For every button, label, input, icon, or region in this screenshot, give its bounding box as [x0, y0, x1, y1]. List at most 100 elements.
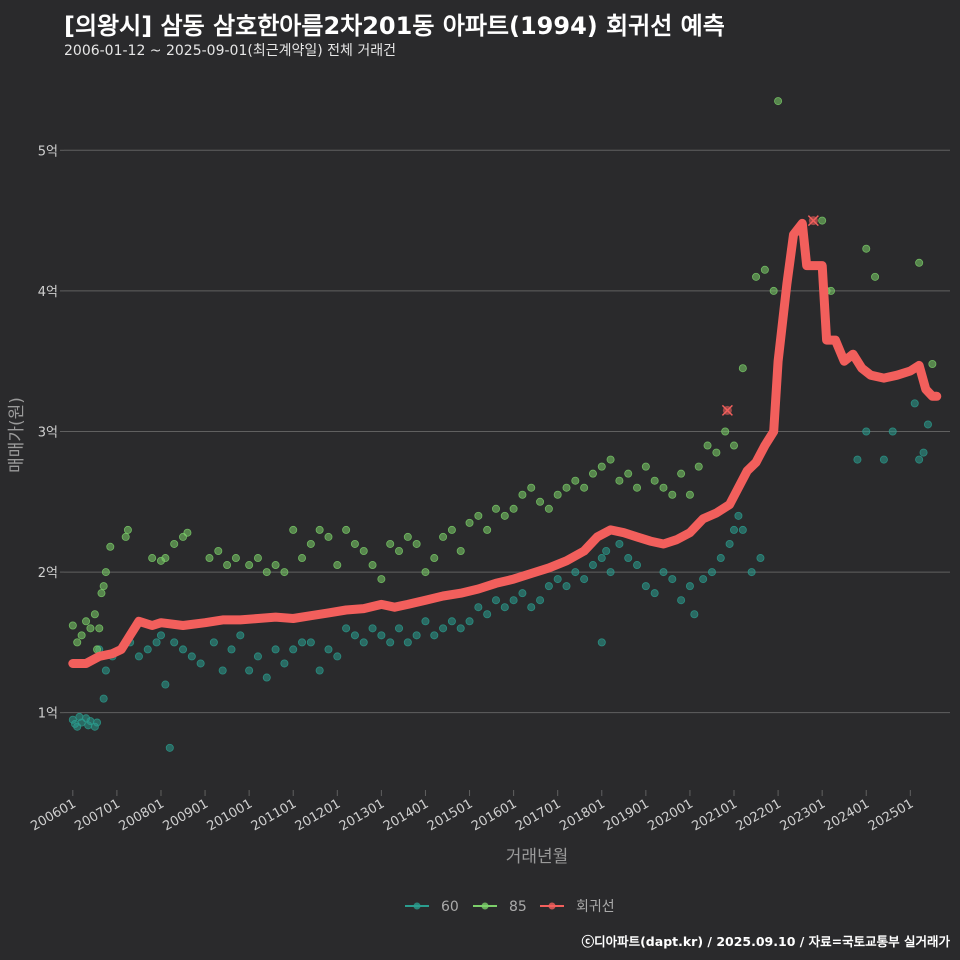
data-point-60	[298, 638, 307, 647]
data-point-60	[862, 427, 871, 436]
data-point-60	[580, 575, 589, 584]
data-point-85	[752, 272, 761, 281]
data-point-85	[915, 258, 924, 267]
data-point-85	[536, 497, 545, 506]
data-point-85	[245, 561, 254, 570]
y-tick-label: 2억	[38, 566, 58, 581]
data-point-60	[853, 455, 862, 464]
data-point-60	[152, 638, 161, 647]
x-tick-label: 201201	[293, 796, 343, 834]
x-tick-label: 201001	[205, 796, 255, 834]
data-point-85	[95, 624, 104, 633]
x-tick-label: 200701	[72, 796, 122, 834]
data-point-85	[170, 539, 179, 548]
data-point-85	[500, 511, 509, 520]
x-axis-label: 거래년월	[506, 847, 569, 867]
data-point-85	[123, 525, 132, 534]
data-point-60	[439, 624, 448, 633]
data-point-60	[707, 568, 716, 577]
data-point-60	[650, 589, 659, 598]
data-point-60	[562, 582, 571, 591]
y-axis-label: 매매가(원)	[7, 397, 27, 473]
data-point-85	[395, 546, 404, 555]
data-point-85	[624, 469, 633, 478]
data-point-85	[280, 568, 289, 577]
data-point-85	[491, 504, 500, 513]
x-tick-label: 201801	[557, 796, 607, 834]
data-point-85	[121, 532, 130, 541]
data-point-85	[606, 455, 615, 464]
data-point-85	[774, 97, 783, 106]
x-tick-label: 201601	[469, 796, 519, 834]
data-point-85	[447, 525, 456, 534]
x-tick-label: 201901	[601, 796, 651, 834]
data-point-60	[342, 624, 351, 633]
data-point-85	[350, 539, 359, 548]
data-point-85	[668, 490, 677, 499]
data-point-85	[231, 554, 240, 563]
data-point-60	[544, 582, 553, 591]
data-point-60	[262, 673, 271, 682]
data-point-60	[421, 617, 430, 626]
data-point-60	[668, 575, 677, 584]
data-point-60	[377, 631, 386, 640]
data-point-60	[571, 568, 580, 577]
data-point-85	[633, 483, 642, 492]
data-point-85	[315, 525, 324, 534]
data-point-60	[915, 455, 924, 464]
x-tick-label: 200901	[161, 796, 211, 834]
data-point-60	[730, 525, 739, 534]
data-point-85	[205, 554, 214, 563]
data-point-60	[483, 610, 492, 619]
data-point-60	[170, 638, 179, 647]
data-point-85	[518, 490, 527, 499]
data-point-60	[447, 617, 456, 626]
data-point-85	[377, 575, 386, 584]
data-point-60	[350, 631, 359, 640]
data-point-85	[253, 554, 262, 563]
regression-line	[68, 218, 942, 668]
y-tick-label: 5억	[38, 144, 58, 159]
data-point-85	[456, 546, 465, 555]
x-tick-label: 202301	[778, 796, 828, 834]
data-point-85	[703, 441, 712, 450]
data-point-85	[544, 504, 553, 513]
data-point-85	[730, 441, 739, 450]
data-point-85	[386, 539, 395, 548]
data-point-85	[101, 568, 110, 577]
legend-label: 회귀선	[576, 899, 615, 915]
data-point-85	[90, 610, 99, 619]
x-tick-label: 202101	[690, 796, 740, 834]
data-point-60	[685, 582, 694, 591]
data-point-60	[101, 666, 110, 675]
data-point-85	[223, 561, 232, 570]
data-point-60	[518, 589, 527, 598]
data-point-85	[769, 286, 778, 295]
data-point-60	[156, 631, 165, 640]
data-point-60	[500, 603, 509, 612]
data-point-60	[165, 743, 174, 752]
data-point-60	[588, 561, 597, 570]
data-point-85	[106, 542, 115, 551]
data-point-85	[760, 265, 769, 274]
data-point-60	[386, 638, 395, 647]
data-point-60	[879, 455, 888, 464]
x-tick-label: 202001	[645, 796, 695, 834]
data-point-60	[527, 603, 536, 612]
legend-label: 85	[509, 899, 527, 915]
data-point-85	[73, 638, 82, 647]
data-point-85	[86, 624, 95, 633]
data-point-85	[148, 554, 157, 563]
data-point-85	[677, 469, 686, 478]
data-point-60	[315, 666, 324, 675]
data-point-85	[306, 539, 315, 548]
y-tick-label: 1억	[38, 707, 58, 722]
data-point-85	[333, 561, 342, 570]
data-point-85	[571, 476, 580, 485]
data-point-85	[82, 617, 91, 626]
data-point-60	[218, 666, 227, 675]
data-point-60	[659, 568, 668, 577]
data-point-85	[439, 532, 448, 541]
data-point-85	[298, 554, 307, 563]
